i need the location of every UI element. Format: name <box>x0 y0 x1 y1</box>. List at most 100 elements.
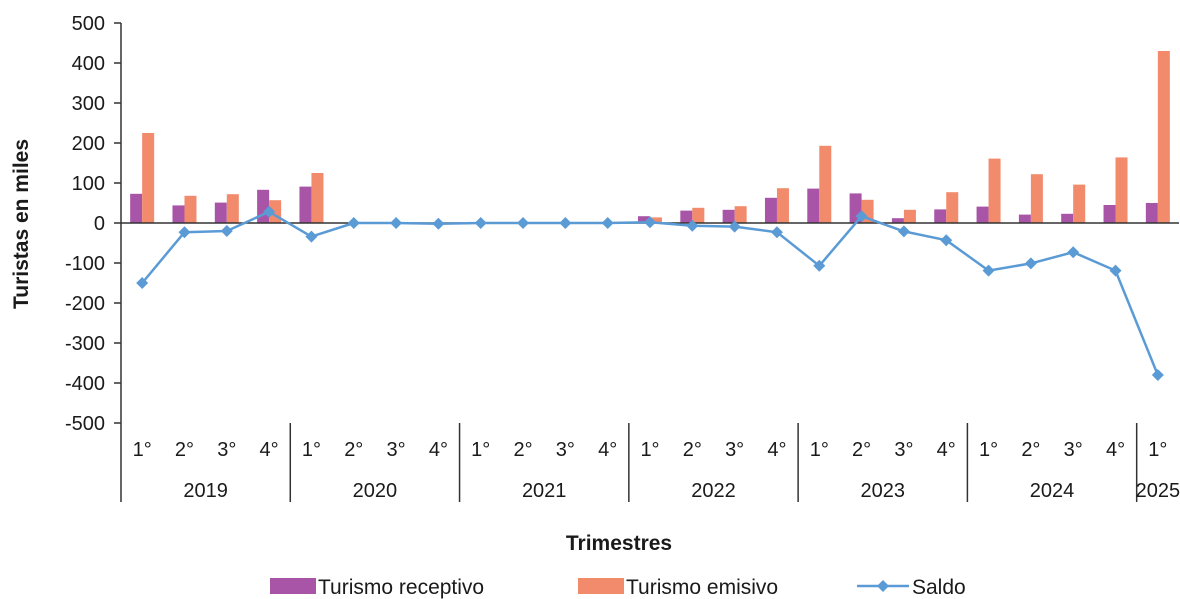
x-tick-label: 1° <box>471 439 490 461</box>
saldo-point <box>390 217 403 229</box>
saldo-point <box>1024 257 1037 270</box>
bar-turismo-emisivo <box>734 206 747 223</box>
bar-turismo-emisivo <box>184 195 197 223</box>
x-tick-label: 1° <box>979 439 998 461</box>
bar-turismo-receptivo <box>257 189 270 223</box>
saldo-point <box>1109 264 1122 277</box>
saldo-point <box>940 234 953 247</box>
bar-turismo-emisivo <box>1030 174 1043 223</box>
y-tick-label: -400 <box>65 373 105 395</box>
bar-turismo-receptivo <box>130 193 143 223</box>
bar-turismo-emisivo <box>988 158 1001 223</box>
bar-turismo-receptivo <box>976 206 989 223</box>
x-tick-label: 2° <box>513 439 532 461</box>
bar-turismo-receptivo <box>1145 203 1158 223</box>
x-tick-label: 2° <box>175 439 194 461</box>
x-axis-title: Trimestres <box>566 532 672 555</box>
bar-turismo-emisivo <box>1073 184 1086 223</box>
x-tick-label: 4° <box>767 439 786 461</box>
y-tick-label: -500 <box>65 413 105 435</box>
bar-turismo-receptivo <box>1061 213 1074 223</box>
legend-item: Turismo receptivo <box>270 576 484 599</box>
saldo-point <box>644 216 656 229</box>
bar-turismo-emisivo <box>1115 157 1128 223</box>
x-tick-label: 1° <box>302 439 321 461</box>
legend-swatch <box>270 578 316 594</box>
x-tick-label: 1° <box>133 439 152 461</box>
bar-turismo-emisivo <box>692 207 705 223</box>
bar-turismo-emisivo <box>946 192 959 223</box>
saldo-point <box>517 217 530 229</box>
y-tick-label: -200 <box>65 293 105 315</box>
x-tick-label: 2° <box>683 439 702 461</box>
bar-turismo-receptivo <box>764 197 777 223</box>
legend-item: Saldo <box>857 576 966 599</box>
x-tick-label: 1° <box>810 439 829 461</box>
saldo-point <box>305 230 318 243</box>
saldo-point <box>220 225 233 237</box>
x-tick-label: 4° <box>429 439 448 461</box>
bar-turismo-emisivo <box>650 217 662 223</box>
x-tick-label: 3° <box>725 439 744 461</box>
saldo-line-layer <box>136 205 1164 381</box>
x-tick-label: 2° <box>852 439 871 461</box>
bar-turismo-emisivo <box>311 173 324 223</box>
legend-label: Saldo <box>912 576 966 599</box>
bar-turismo-receptivo <box>1103 205 1116 223</box>
saldo-point <box>347 217 360 229</box>
x-group-label: 2023 <box>861 480 906 502</box>
bar-turismo-emisivo <box>1157 51 1170 223</box>
bar-turismo-receptivo <box>722 209 735 223</box>
saldo-point <box>897 225 910 238</box>
x-tick-label: 1° <box>640 439 659 461</box>
saldo-point <box>982 264 995 277</box>
saldo-point <box>601 217 614 229</box>
y-axis-title: Turistas en miles <box>10 139 33 309</box>
y-tick-label: -300 <box>65 333 105 355</box>
y-tick-label: 200 <box>72 133 105 155</box>
saldo-point <box>432 217 445 230</box>
saldo-point <box>728 220 741 233</box>
y-tick-label: 300 <box>72 93 105 115</box>
legend-label: Turismo receptivo <box>318 576 484 599</box>
x-tick-label: 1° <box>1148 439 1167 461</box>
y-tick-label: 400 <box>72 53 105 75</box>
legend: Turismo receptivo Turismo emisivo Saldo <box>270 576 966 599</box>
legend-item: Turismo emisivo <box>578 576 778 599</box>
x-tick-label: 4° <box>1106 439 1125 461</box>
x-tick-label: 3° <box>387 439 406 461</box>
bar-turismo-receptivo <box>214 202 227 223</box>
saldo-point <box>770 226 783 239</box>
x-group-label: 2020 <box>353 480 398 502</box>
x-axis: 1° 2° 3° 4° 1° 2° 3° 4° 1° 2° 3° 4° 1° 2° 3° 4° 1° 2° 3° 4°… <box>120 423 1180 502</box>
bar-turismo-emisivo <box>226 194 239 223</box>
x-tick-label: 2° <box>1021 439 1040 461</box>
saldo-point <box>1151 369 1164 381</box>
x-group-label: 2021 <box>522 480 567 502</box>
x-group-label: 2024 <box>1030 480 1075 502</box>
saldo-point <box>855 210 868 223</box>
legend-marker <box>877 580 889 592</box>
saldo-point <box>263 205 276 218</box>
x-tick-label: 2° <box>344 439 363 461</box>
bar-turismo-emisivo <box>142 133 155 223</box>
x-tick-label: 3° <box>1064 439 1083 461</box>
x-tick-label: 3° <box>556 439 575 461</box>
x-tick-label: 4° <box>260 439 279 461</box>
bar-turismo-receptivo <box>638 216 650 223</box>
bar-turismo-receptivo <box>891 218 904 223</box>
bar-turismo-receptivo <box>299 186 312 223</box>
x-tick-label: 4° <box>598 439 617 461</box>
x-tick-label: 3° <box>217 439 236 461</box>
bar-turismo-receptivo <box>680 210 693 223</box>
y-tick-label: 500 <box>72 13 105 35</box>
saldo-point <box>178 226 191 239</box>
bar-turismo-receptivo <box>172 205 185 223</box>
y-tick-label: -100 <box>65 253 105 275</box>
x-tick-label: 4° <box>937 439 956 461</box>
saldo-line <box>141 210 1159 376</box>
bar-turismo-emisivo <box>903 209 916 223</box>
bar-turismo-receptivo <box>1018 214 1031 223</box>
bar-turismo-emisivo <box>776 188 789 223</box>
